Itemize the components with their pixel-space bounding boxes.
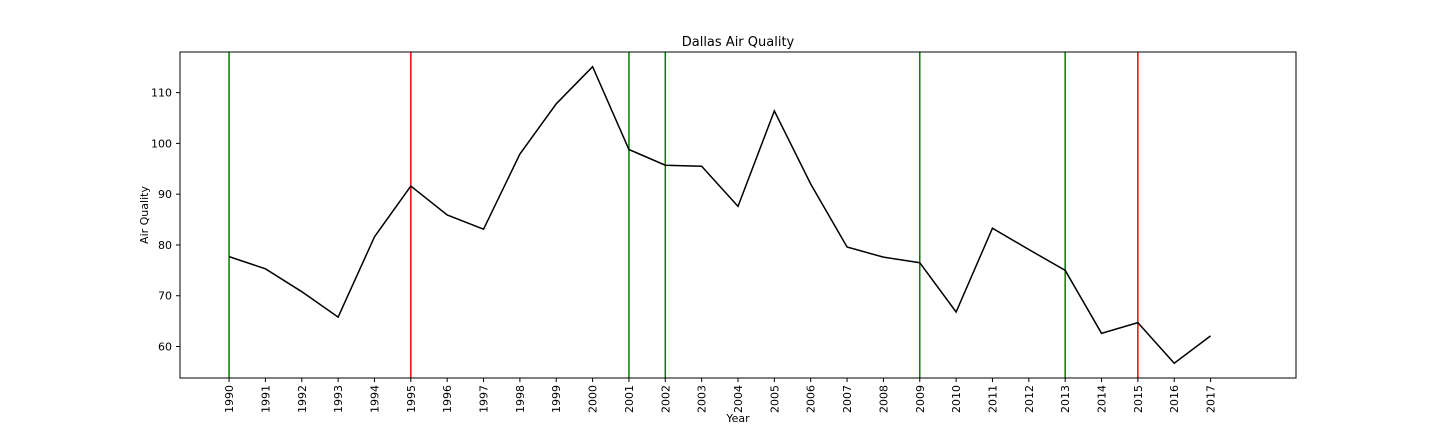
x-tick-label: 2010 bbox=[950, 385, 963, 413]
vertical-markers bbox=[228, 52, 1139, 378]
x-tick-label: 2014 bbox=[1096, 385, 1109, 413]
x-tick-label: 1991 bbox=[259, 385, 272, 413]
series-lines bbox=[228, 65, 1212, 365]
x-axis-title: Year bbox=[725, 412, 750, 425]
y-axis-ticks: 60 70 80 90 100 110 bbox=[151, 87, 180, 354]
y-tick-label: 60 bbox=[158, 341, 172, 354]
y-axis-title: Air Quality bbox=[138, 186, 151, 244]
x-tick-label: 1998 bbox=[514, 385, 527, 413]
x-tick-label: 2006 bbox=[805, 385, 818, 413]
x-axis-ticks: 1990 1991 1992 1993 1994 1995 1996 1997 1998 1999… bbox=[223, 378, 1218, 413]
y-tick-label: 100 bbox=[151, 137, 172, 150]
y-tick-label: 80 bbox=[158, 239, 172, 252]
x-tick-label: 2009 bbox=[914, 385, 927, 413]
x-tick-label: 2000 bbox=[587, 385, 600, 413]
x-tick-label: 2016 bbox=[1168, 385, 1181, 413]
y-tick-label: 90 bbox=[158, 188, 172, 201]
x-tick-label: 1995 bbox=[405, 385, 418, 413]
x-tick-label: 2002 bbox=[659, 385, 672, 413]
x-tick-label: 2003 bbox=[696, 385, 709, 413]
x-tick-label: 2015 bbox=[1132, 385, 1145, 413]
x-tick-label: 2007 bbox=[841, 385, 854, 413]
x-tick-label: 2008 bbox=[877, 385, 890, 413]
x-tick-label: 2004 bbox=[732, 385, 745, 413]
x-tick-label: 1999 bbox=[550, 385, 563, 413]
x-tick-label: 1997 bbox=[478, 385, 491, 413]
plot-area-frame bbox=[179, 51, 1297, 379]
x-tick-label: 2011 bbox=[986, 385, 999, 413]
series-line-0 bbox=[228, 65, 1212, 365]
x-tick-label: 2012 bbox=[1023, 385, 1036, 413]
chart-title: Dallas Air Quality bbox=[682, 35, 795, 50]
y-tick-label: 110 bbox=[151, 87, 172, 100]
x-tick-label: 2013 bbox=[1059, 385, 1072, 413]
x-tick-label: 2017 bbox=[1205, 385, 1218, 413]
x-tick-label: 2005 bbox=[768, 385, 781, 413]
x-tick-label: 1994 bbox=[368, 385, 381, 413]
y-tick-label: 70 bbox=[158, 290, 172, 303]
x-tick-label: 1992 bbox=[296, 385, 309, 413]
x-tick-label: 2001 bbox=[623, 385, 636, 413]
x-tick-label: 1993 bbox=[332, 385, 345, 413]
x-tick-label: 1996 bbox=[441, 385, 454, 413]
x-tick-label: 1990 bbox=[223, 385, 236, 413]
